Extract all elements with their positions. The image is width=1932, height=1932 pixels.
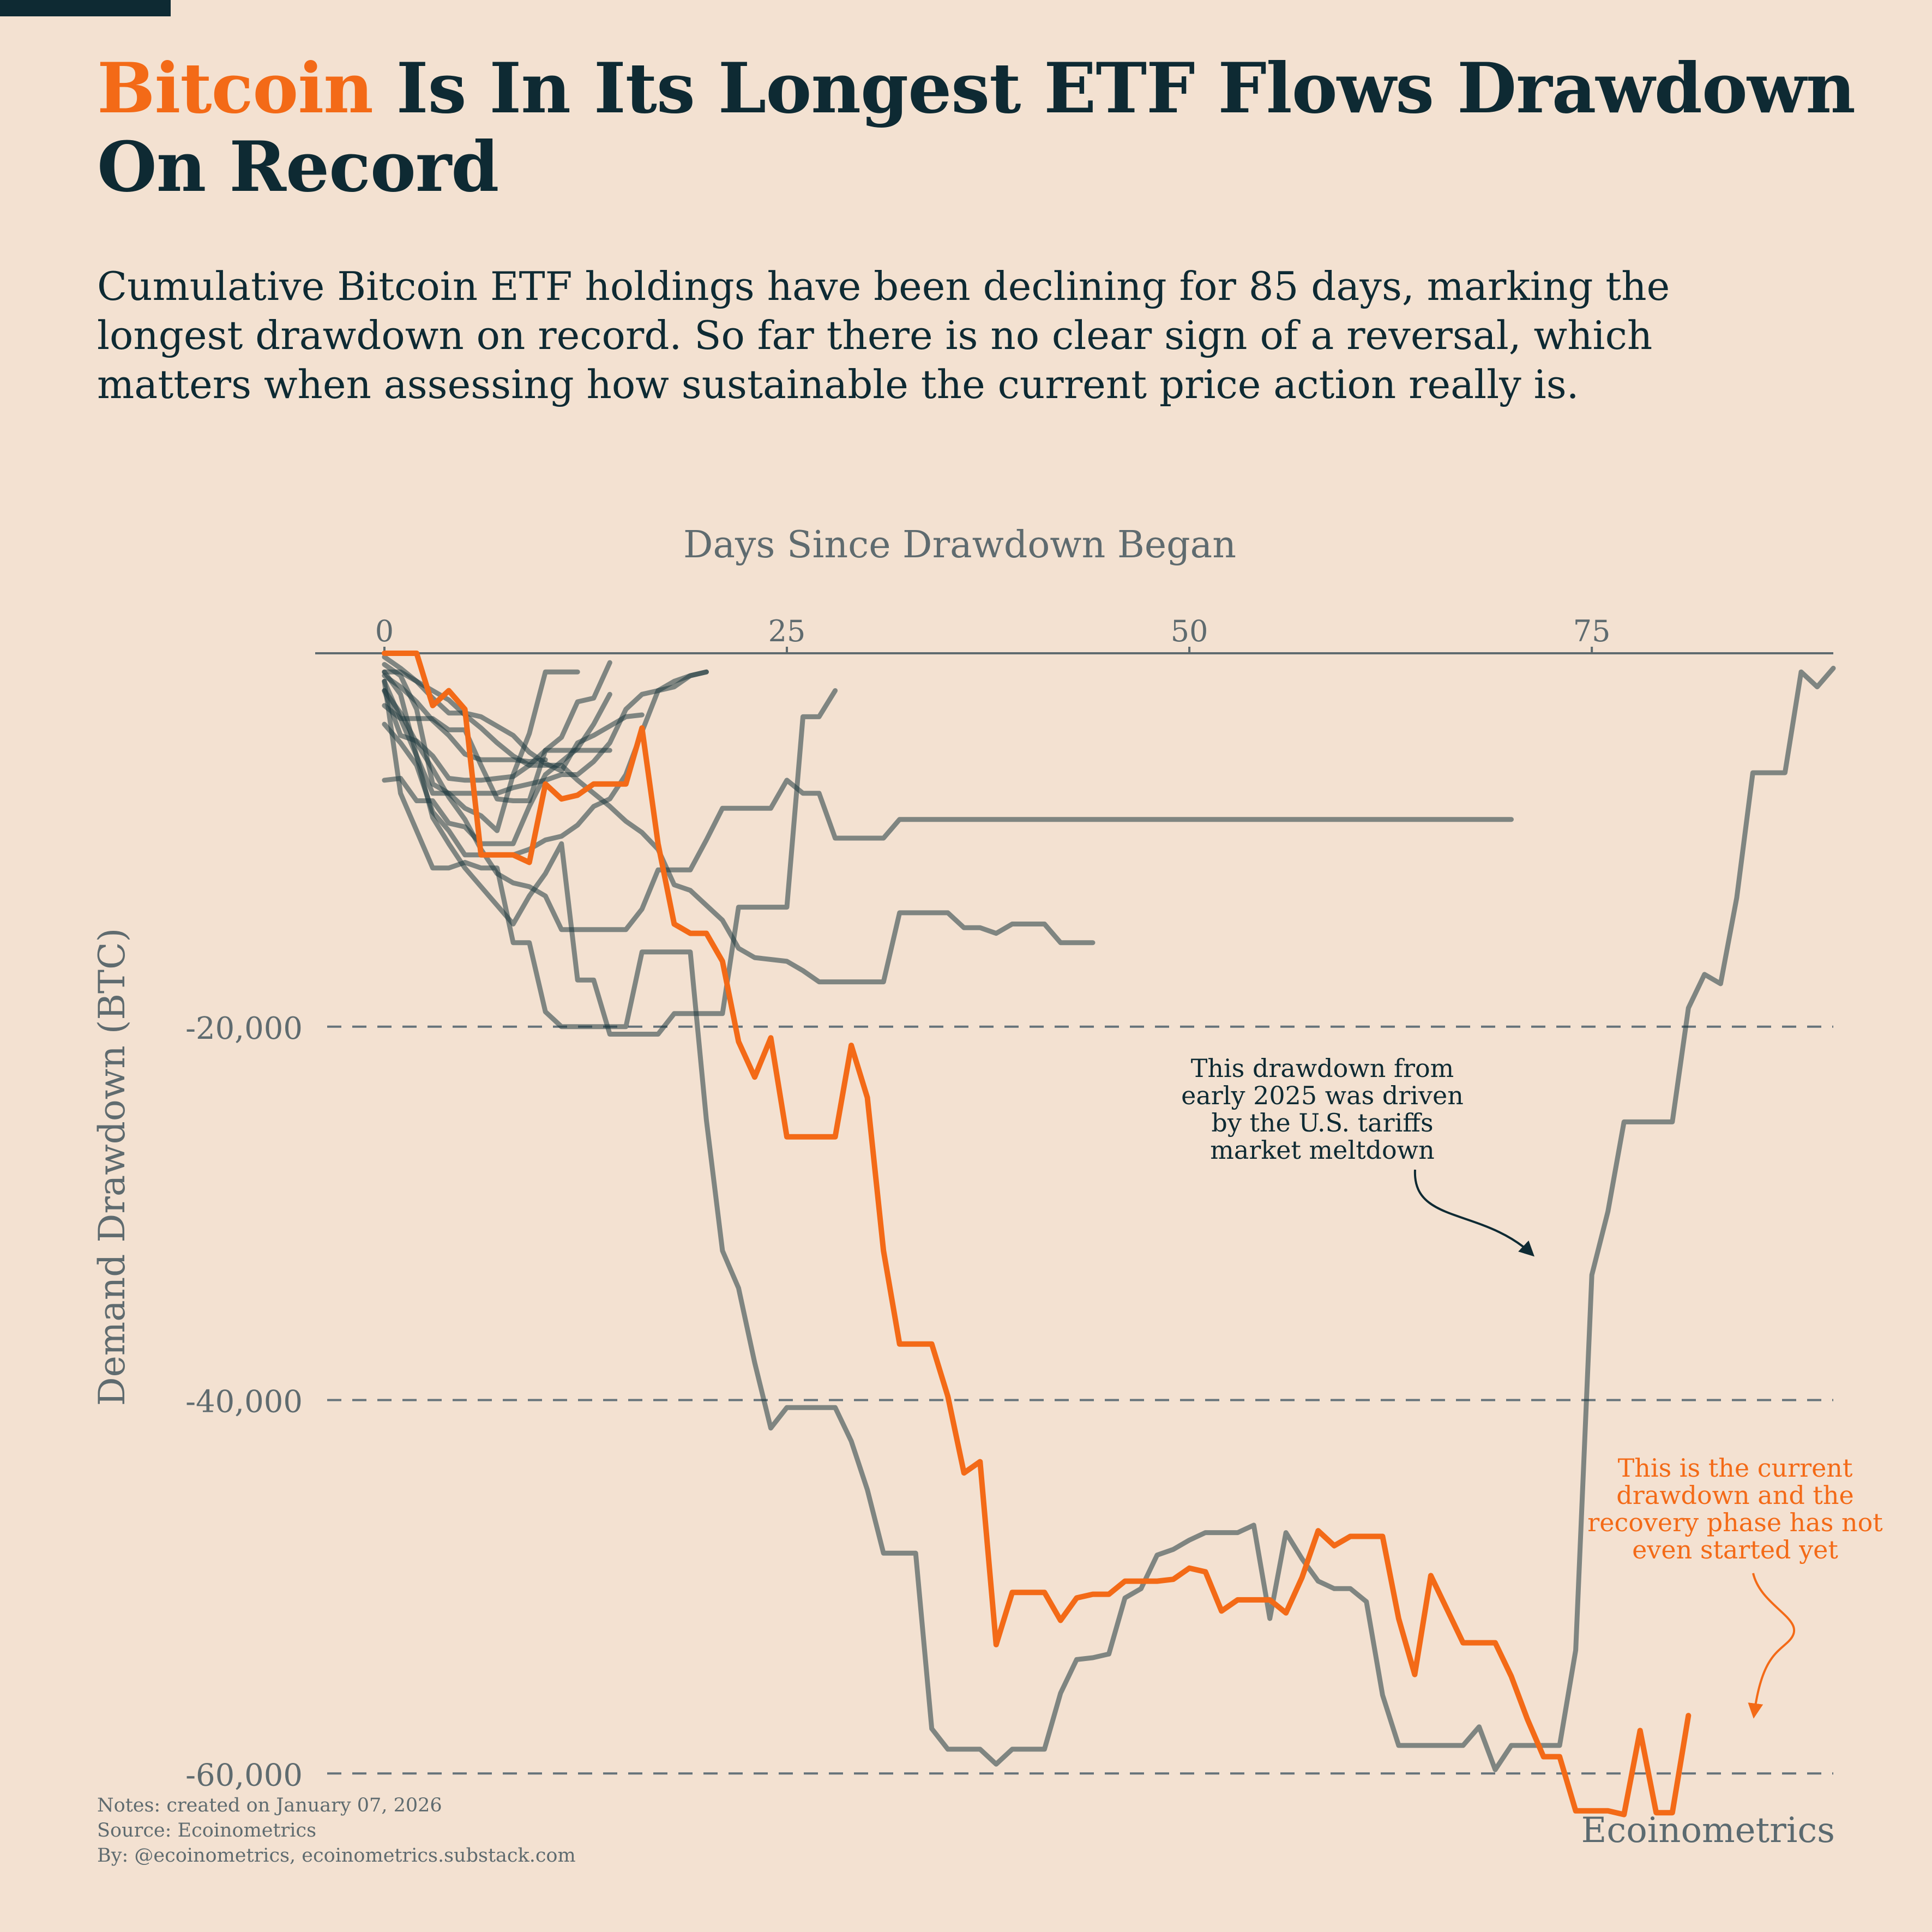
page-subtitle: Cumulative Bitcoin ETF holdings have bee… [97, 263, 1670, 407]
page-title: Bitcoin Is In Its Longest ETF Flows Draw… [97, 49, 1869, 206]
title-accent: Bitcoin [97, 48, 374, 129]
historical-drawdown-line [382, 662, 580, 833]
notes-line: Notes: created on January 07, 2026 [97, 1795, 442, 1816]
x-tick-label: 25 [768, 614, 806, 648]
historical-drawdown-line [382, 669, 709, 796]
x-tick-label: 75 [1573, 614, 1611, 648]
annotation-tariffs: This drawdown from early 2025 was driven b… [1181, 1054, 1464, 1165]
x-tick-label: 0 [375, 614, 394, 648]
historical-drawdown-line [382, 688, 1514, 932]
current-drawdown-line [381, 651, 1692, 1817]
source-line: Source: Ecoinometrics [97, 1820, 317, 1841]
y-tick-label: -60,000 [185, 1758, 303, 1793]
brand-wordmark: Ecoinometrics [1581, 1810, 1835, 1851]
historical-drawdown-line [382, 673, 548, 765]
annotation-current: This is the current drawdown and the recov… [1587, 1453, 1883, 1564]
x-tick-label: 50 [1171, 614, 1208, 648]
historical-drawdown-line [382, 678, 838, 1037]
y-tick-label: -20,000 [185, 1011, 303, 1046]
corner-accent-bar [0, 0, 171, 16]
historical-drawdown-line [382, 665, 1836, 1772]
y-axis-label: Demand Drawdown (BTC) [91, 928, 133, 1406]
annotation-arrow-current [1748, 1573, 1796, 1719]
historical-drawdown-line [382, 669, 1096, 985]
annotation-arrow-tariffs [1413, 1169, 1534, 1257]
footer-notes: Notes: created on January 07, 2026 Sourc… [97, 1793, 576, 1868]
historical-drawdown-line [382, 669, 709, 858]
byline: By: @ecoinometrics, ecoinometrics.substa… [97, 1845, 576, 1867]
x-axis-label: Days Since Drawdown Began [683, 523, 1236, 567]
title-rest: Is In Its Longest ETF Flows Drawdown On … [97, 48, 1856, 207]
historical-drawdown-line [382, 660, 612, 783]
y-tick-label: -40,000 [185, 1385, 303, 1420]
